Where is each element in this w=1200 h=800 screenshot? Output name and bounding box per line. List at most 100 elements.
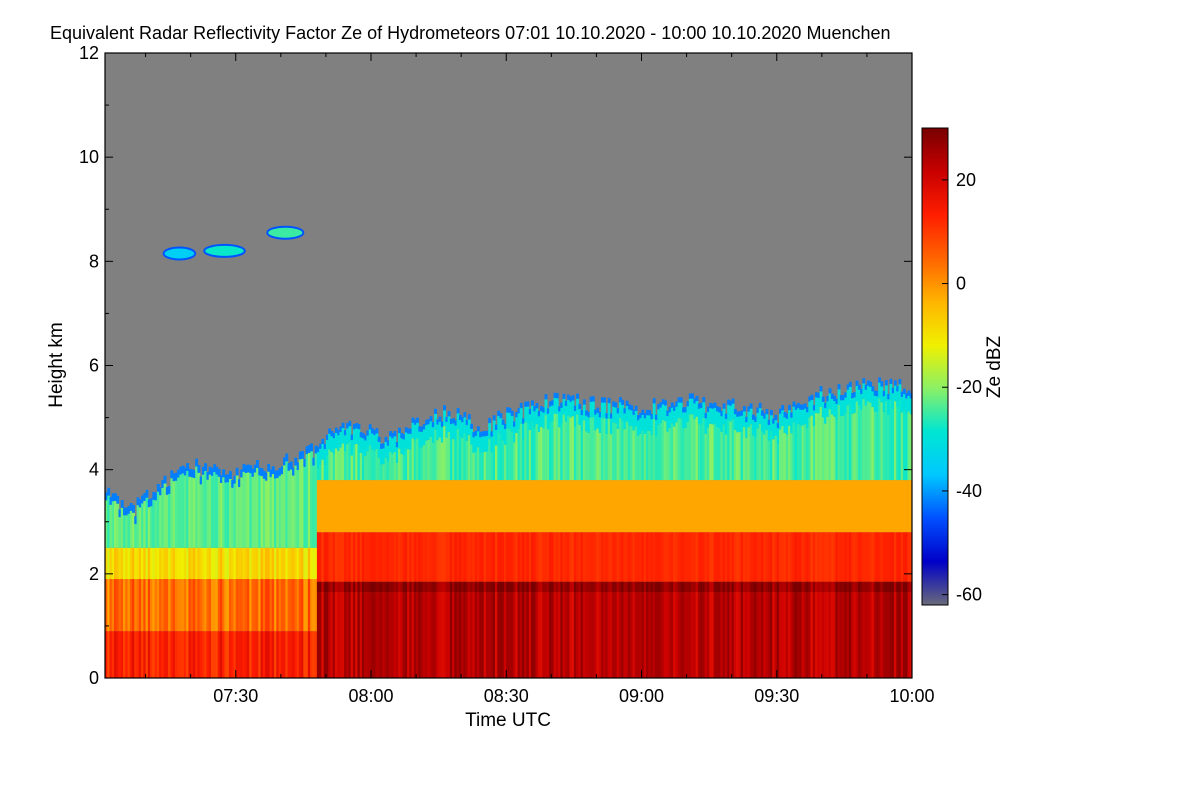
reflectivity-cell [720, 532, 724, 582]
reflectivity-cell [704, 581, 708, 593]
reflectivity-cell [889, 383, 893, 400]
reflectivity-cell [138, 499, 142, 508]
reflectivity-cell [706, 411, 710, 428]
reflectivity-cell [334, 432, 338, 449]
reflectivity-cell [156, 547, 160, 580]
reflectivity-cell [361, 480, 365, 533]
reflectivity-cell [790, 412, 794, 418]
reflectivity-cell [682, 407, 685, 413]
reflectivity-cell [756, 412, 760, 429]
reflectivity-cell [107, 631, 111, 678]
reflectivity-cell [319, 464, 322, 481]
reflectivity-cell [105, 579, 108, 632]
reflectivity-cell [465, 592, 469, 678]
reflectivity-cell [661, 592, 665, 678]
reflectivity-cell [364, 456, 368, 481]
reflectivity-cell [274, 470, 277, 479]
reflectivity-cell [695, 480, 699, 533]
reflectivity-cell [373, 450, 377, 481]
reflectivity-cell [792, 592, 796, 678]
reflectivity-cell [434, 581, 437, 593]
reflectivity-cell [292, 475, 295, 548]
reflectivity-cell [481, 592, 485, 678]
reflectivity-cell [395, 480, 399, 533]
reflectivity-cell [416, 438, 419, 481]
reflectivity-cell [458, 435, 462, 481]
reflectivity-cell [887, 399, 891, 415]
reflectivity-cell [855, 380, 859, 386]
reflectivity-cell [382, 480, 386, 533]
reflectivity-cell [546, 581, 550, 593]
reflectivity-cell [627, 480, 631, 533]
reflectivity-cell [767, 592, 771, 678]
reflectivity-cell [788, 532, 791, 582]
reflectivity-cell [314, 631, 318, 678]
reflectivity-cell [510, 410, 514, 417]
reflectivity-cell [553, 413, 557, 481]
reflectivity-cell [634, 581, 638, 593]
reflectivity-cell [215, 631, 219, 678]
reflectivity-cell [636, 420, 640, 436]
reflectivity-cell [467, 435, 471, 481]
reflectivity-cell [767, 480, 771, 533]
reflectivity-cell [684, 412, 688, 428]
reflectivity-cell [416, 422, 419, 439]
reflectivity-cell [501, 581, 505, 593]
reflectivity-cell [733, 592, 737, 678]
reflectivity-cell [695, 581, 699, 593]
reflectivity-cell [684, 427, 688, 481]
reflectivity-cell [747, 411, 751, 428]
reflectivity-cell [745, 416, 749, 423]
reflectivity-cell [682, 581, 685, 593]
reflectivity-cell [821, 401, 825, 418]
reflectivity-cell [869, 581, 873, 593]
reflectivity-cell [163, 631, 167, 678]
reflectivity-cell [332, 592, 336, 678]
reflectivity-cell [321, 443, 325, 460]
x-tick-label: 09:30 [754, 686, 799, 706]
reflectivity-cell [129, 547, 133, 580]
reflectivity-cell [648, 581, 652, 593]
reflectivity-cell [639, 581, 643, 593]
reflectivity-cell [794, 409, 798, 426]
reflectivity-cell [238, 547, 241, 580]
reflectivity-cell [503, 592, 507, 678]
reflectivity-cell [174, 480, 178, 548]
reflectivity-cell [375, 449, 379, 481]
reflectivity-cell [722, 592, 726, 678]
reflectivity-cell [132, 505, 135, 513]
reflectivity-cell [749, 592, 753, 678]
reflectivity-cell [693, 398, 697, 404]
reflectivity-cell [630, 426, 634, 481]
reflectivity-cell [242, 471, 246, 548]
reflectivity-cell [177, 547, 180, 580]
reflectivity-cell [729, 581, 733, 593]
reflectivity-cell [154, 547, 158, 580]
reflectivity-cell [384, 592, 388, 678]
reflectivity-cell [398, 532, 401, 582]
reflectivity-cell [213, 472, 217, 548]
reflectivity-cell [508, 407, 512, 414]
reflectivity-cell [472, 592, 476, 678]
reflectivity-cell [422, 532, 426, 582]
reflectivity-cell [253, 464, 257, 473]
reflectivity-cell [386, 480, 390, 533]
reflectivity-cell [636, 435, 640, 481]
reflectivity-cell [355, 423, 359, 429]
reflectivity-cell [679, 532, 683, 582]
reflectivity-cell [571, 592, 575, 678]
reflectivity-cell [400, 453, 404, 481]
reflectivity-cell [844, 392, 848, 398]
reflectivity-cell [181, 547, 185, 580]
reflectivity-cell [769, 409, 773, 416]
reflectivity-cell [431, 532, 435, 582]
reflectivity-cell [758, 532, 762, 582]
reflectivity-cell [172, 631, 176, 678]
reflectivity-cell [267, 579, 271, 632]
reflectivity-cell [659, 532, 663, 582]
reflectivity-cell [706, 406, 710, 412]
reflectivity-cell [172, 579, 176, 632]
reflectivity-cell [664, 480, 667, 533]
reflectivity-cell [873, 390, 877, 396]
reflectivity-cell [869, 592, 873, 678]
